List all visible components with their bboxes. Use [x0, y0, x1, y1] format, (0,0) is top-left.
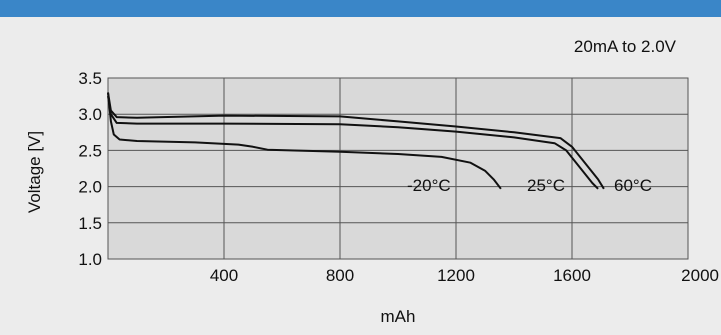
y-tick-label: 1.5	[78, 214, 102, 233]
x-tick-label: 2000	[681, 266, 719, 285]
header-band	[0, 0, 721, 17]
x-tick-label: 400	[210, 266, 238, 285]
series-label-25: 25°C	[527, 176, 565, 195]
x-tick-label: 1200	[437, 266, 475, 285]
y-tick-label: 3.5	[78, 69, 102, 88]
series-line-1	[107, 95, 599, 190]
tick-labels: 1.0 1.5 2.0 2.5 3.0 3.5 400 800 1200 1600 2000	[78, 69, 719, 285]
chart-annotation: 20mA to 2.0V	[574, 37, 677, 56]
x-axis-title: mAh	[381, 307, 416, 326]
series-line-0	[107, 92, 502, 190]
x-tick-label: 800	[326, 266, 354, 285]
y-tick-label: 3.0	[78, 105, 102, 124]
series-layer	[107, 92, 605, 190]
y-tick-label: 1.0	[78, 250, 102, 269]
grid-lines	[108, 77, 689, 260]
series-line-2	[107, 92, 605, 190]
y-tick-label: 2.5	[78, 141, 102, 160]
y-tick-label: 2.0	[78, 178, 102, 197]
series-label-minus20: -20°C	[407, 176, 451, 195]
y-axis-title: Voltage [V]	[25, 131, 44, 213]
series-label-60: 60°C	[614, 176, 652, 195]
x-tick-label: 1600	[553, 266, 591, 285]
plot-area	[107, 77, 689, 260]
